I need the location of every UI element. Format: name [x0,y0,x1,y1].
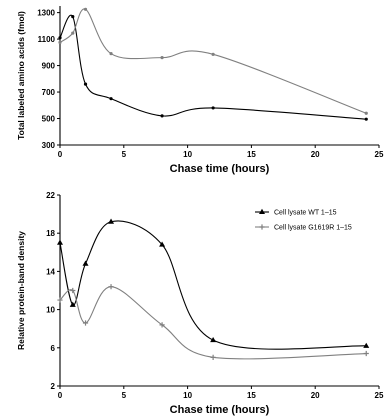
y-tick-label: 900 [42,62,56,71]
series-2 [57,284,369,360]
data-point [108,218,115,224]
data-point [70,287,76,294]
legend-marker [259,208,265,214]
x-tick-label: 5 [122,150,127,159]
data-point [211,52,215,56]
data-point [211,106,215,110]
data-point [71,31,75,35]
data-point [160,56,164,60]
y-tick-label: 500 [42,115,56,124]
data-point [159,241,166,247]
data-point [364,111,368,115]
series-2 [58,7,368,115]
data-point [109,97,113,101]
x-tick-label: 15 [247,150,256,159]
data-point [69,301,76,307]
y-axis-label: Relative protein-band density [16,231,26,350]
series-line [59,14,367,120]
y-tick-label: 10 [46,306,55,315]
x-tick-label: 15 [247,391,256,400]
data-point [363,342,370,348]
legend-item: Cell lysate WT 1–15 [255,208,337,217]
series-line [59,220,367,350]
data-point [83,7,88,11]
data-point [82,260,89,266]
data-point [82,320,89,326]
series-1 [57,218,370,350]
y-tick-label: 1100 [38,35,56,44]
data-point [83,82,88,86]
legend: Cell lysate WT 1–15 Cell lysate G1619R 1–… [255,208,352,232]
data-point [71,14,75,19]
data-point [57,297,63,303]
series-line [59,8,367,114]
data-point [363,350,369,357]
y-tick-label: 700 [42,88,56,97]
data-point [109,52,113,56]
legend-label: Cell lysate WT 1–15 [274,210,337,217]
x-tick-label: 10 [183,391,192,400]
series-1 [58,14,368,121]
x-tick-label: 10 [183,150,192,159]
legend-item: Cell lysate G1619R 1–15 [255,224,352,232]
y-tick-label: 18 [46,229,55,238]
y-tick-label: 14 [46,267,55,276]
x-tick-label: 20 [311,391,320,400]
x-tick-label: 5 [122,391,127,400]
x-tick-label: 20 [311,150,320,159]
data-point [58,36,62,40]
data-point [210,336,217,343]
x-axis-label: Chase time (hours) [170,404,270,416]
chart-top-total-labeled-amino-acids: 0 5 10 15 20 25 300 500 700 900 1100 1300 Chase time… [16,6,384,175]
data-point [108,284,114,290]
x-tick-label: 25 [375,150,384,159]
y-tick-label: 2 [51,382,56,391]
chart-bottom-relative-protein-band-density: 0 5 10 15 20 25 2 6 10 14 18 22 Chase time (hours) Re… [16,191,384,416]
legend-label: Cell lysate G1619R 1–15 [274,225,352,232]
x-tick-label: 0 [58,391,63,400]
data-point [160,114,164,118]
data-point [210,354,216,360]
data-point [57,239,63,245]
x-tick-label: 25 [375,391,384,400]
data-point [58,40,62,45]
y-tick-label: 6 [51,344,56,353]
y-tick-label: 300 [42,141,56,150]
data-point [159,322,165,328]
y-tick-label: 22 [46,191,55,200]
y-axis-label: Total labeled amino acids (fmol) [16,11,26,140]
x-tick-label: 0 [58,150,63,159]
y-tick-label: 1300 [37,9,55,18]
legend-marker [259,224,265,230]
data-point [364,117,368,121]
x-axis-label: Chase time (hours) [170,163,270,175]
